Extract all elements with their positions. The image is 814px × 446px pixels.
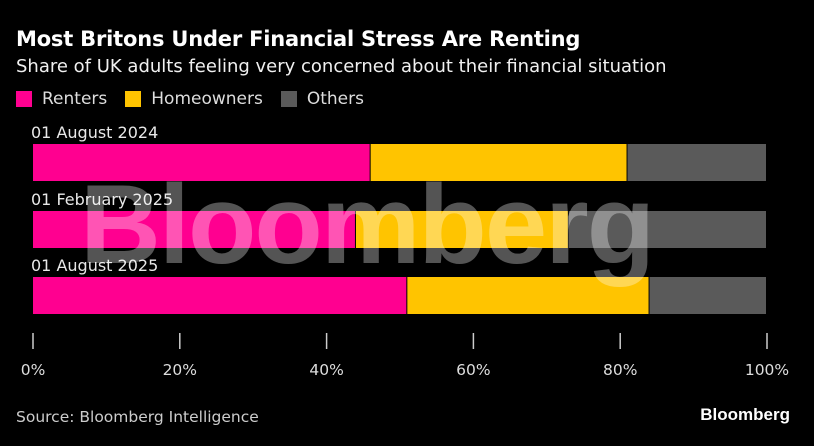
legend-label: Renters	[42, 89, 108, 109]
bar-renters	[33, 144, 370, 181]
bar-renters	[33, 277, 407, 314]
bloomberg-logo: Bloomberg	[700, 405, 790, 424]
bar-renters	[33, 211, 355, 248]
bar-others	[649, 277, 766, 314]
bar-homeowners	[407, 277, 649, 314]
category-label: 01 August 2024	[31, 123, 158, 142]
x-tick-label: 80%	[603, 361, 637, 379]
chart-subtitle: Share of UK adults feeling very concerne…	[16, 56, 667, 77]
x-tick-label: 0%	[21, 361, 46, 379]
legend-item-renters: Renters	[16, 89, 107, 109]
legend-swatch	[16, 91, 32, 107]
bar-others	[627, 144, 766, 181]
legend-label: Others	[306, 89, 364, 109]
legend-item-homeowners: Homeowners	[125, 89, 263, 109]
legend-swatch	[280, 91, 297, 107]
x-tick-label: 60%	[456, 361, 490, 379]
category-label: 01 August 2025	[31, 256, 158, 275]
legend-item-others: Others	[280, 89, 364, 109]
source-note: Source: Bloomberg Intelligence	[16, 408, 259, 426]
legend-swatch	[125, 91, 142, 107]
x-tick-label: 100%	[745, 361, 789, 379]
bar-homeowners	[355, 211, 568, 248]
bar-homeowners	[370, 144, 627, 181]
chart-title: Most Britons Under Financial Stress Are …	[16, 27, 581, 51]
legend-label: Homeowners	[151, 89, 263, 109]
bar-others	[568, 211, 766, 248]
x-tick-label: 40%	[309, 361, 343, 379]
x-tick-label: 20%	[163, 361, 197, 379]
legend: Renters Homeowners Others	[16, 89, 364, 109]
category-label: 01 February 2025	[31, 190, 173, 209]
